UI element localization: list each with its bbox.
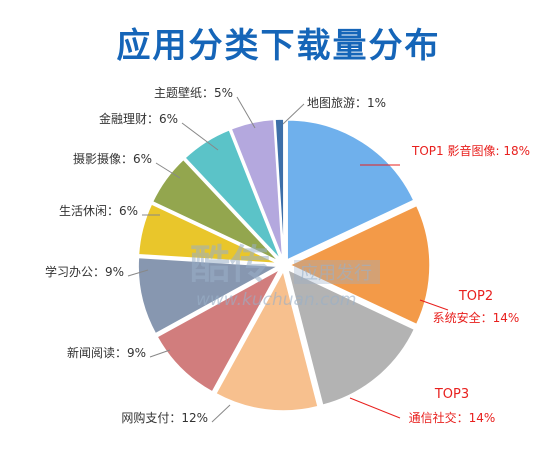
leader-line-11 [282, 103, 305, 125]
leader-line-3 [349, 397, 401, 419]
slice-label: 学习办公：9% [45, 264, 124, 279]
slice-label: 地图旅游：1% [307, 96, 386, 110]
slice-label: 摄影摄像：6% [73, 151, 152, 166]
slice-rank-label: TOP2 [458, 289, 493, 304]
chart-title: 应用分类下载量分布 [116, 26, 441, 66]
leader-line-6 [127, 269, 149, 277]
slice-label: 新闻阅读：9% [67, 345, 146, 360]
leader-line-5 [149, 349, 171, 358]
watermark-url: www.kuchuan.com [196, 290, 356, 310]
slice-label: 金融理财：6% [99, 111, 178, 126]
slice-label: TOP1 影音图像: 18% [411, 143, 530, 158]
pie-slice-3 [286, 268, 416, 407]
slice-label: 网购支付：12% [121, 410, 208, 425]
slice-label: 系统安全：14% [433, 310, 520, 325]
pie-slice-6 [137, 256, 281, 335]
pie-slices [137, 118, 431, 412]
pie-slice-11 [274, 118, 285, 260]
leader-line-8 [155, 162, 181, 179]
watermark-tagline: 应用发行 [300, 263, 372, 284]
pie-slice-4 [214, 268, 319, 412]
pie-slice-9 [183, 128, 282, 261]
pie-slice-7 [137, 202, 279, 265]
slice-rank-label: TOP3 [434, 387, 469, 402]
watermark: 酷传 应用发行 www.kuchuan.com [190, 242, 380, 310]
leader-line-10 [236, 96, 256, 129]
pie-slice-8 [151, 158, 280, 263]
pie-slice-1 [286, 119, 415, 262]
pie-slice-2 [288, 204, 431, 326]
watermark-tag-box [294, 260, 380, 284]
leader-line-9 [181, 122, 219, 151]
slice-label: 主题壁纸：5% [154, 85, 233, 100]
leader-lines [127, 96, 449, 423]
leader-line-4 [211, 404, 231, 423]
slice-label: 生活休闲：6% [59, 204, 138, 218]
slice-labels: TOP1 影音图像: 18% TOP2 系统安全：14% TOP3 通信社交：14% 网购… [45, 85, 530, 425]
watermark-brand: 酷传 [190, 242, 270, 288]
pie-slice-5 [156, 267, 282, 393]
leader-line-2 [419, 299, 449, 311]
slice-label: 通信社交：14% [409, 410, 496, 425]
